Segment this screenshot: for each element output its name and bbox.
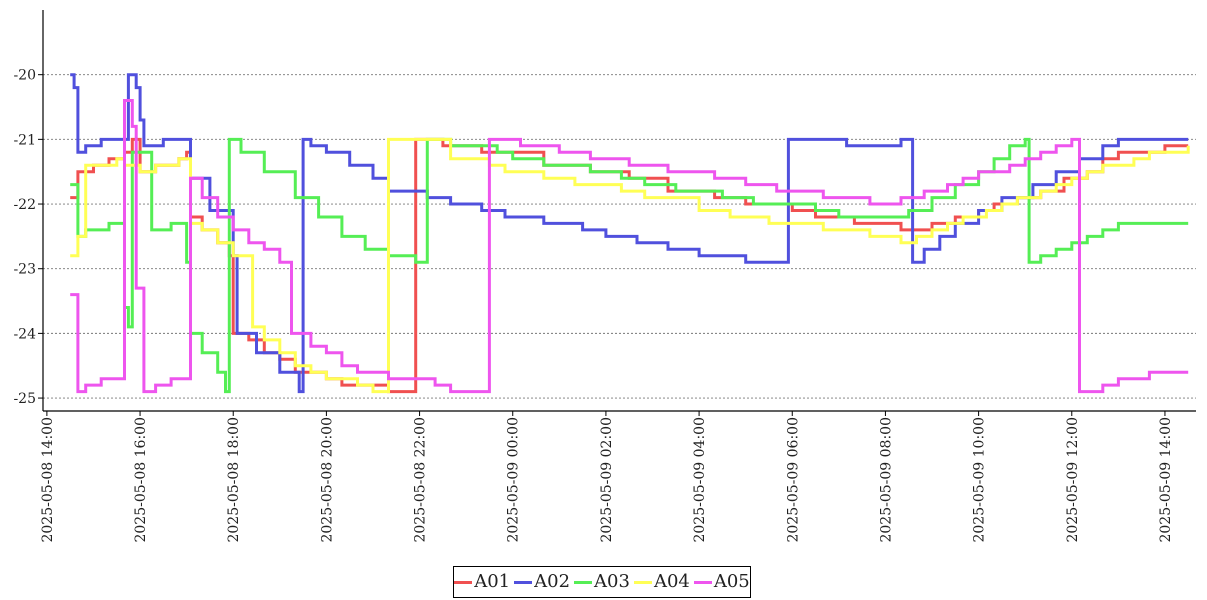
y-tick-label: -25 <box>13 391 36 407</box>
legend-swatch-a02 <box>514 580 533 584</box>
y-tick-labels: -20 -21 -22 -23 -24 -25 <box>13 68 43 407</box>
axes <box>42 10 1196 412</box>
x-tick-label: 2025-05-08 20:00 <box>319 417 335 543</box>
legend-swatch-a03 <box>574 580 593 584</box>
series-lines <box>70 73 1190 394</box>
y-tick-label: -20 <box>13 68 36 84</box>
legend-label-a02: A02 <box>534 571 571 592</box>
legend-item-a05: A05 <box>693 571 750 592</box>
x-tick-label: 2025-05-09 04:00 <box>692 417 708 543</box>
x-tick-label: 2025-05-08 14:00 <box>40 417 56 543</box>
x-tick-labels: 2025-05-08 14:00 2025-05-08 16:00 2025-05-… <box>40 411 1174 543</box>
y-tick-label: -21 <box>13 132 36 148</box>
series-line-a05 <box>70 99 1189 394</box>
legend-label-a01: A01 <box>474 571 511 592</box>
x-tick-label: 2025-05-09 00:00 <box>506 417 522 543</box>
legend: A01 A02 A03 A04 A05 <box>453 566 751 598</box>
x-tick-label: 2025-05-09 02:00 <box>599 417 615 543</box>
y-tick-label: -22 <box>13 197 36 213</box>
legend-swatch-a04 <box>633 580 652 584</box>
legend-label-a03: A03 <box>594 571 630 592</box>
x-tick-label: 2025-05-09 12:00 <box>1065 417 1081 543</box>
x-tick-label: 2025-05-09 10:00 <box>972 417 988 543</box>
y-tick-label: -23 <box>13 262 36 278</box>
x-tick-label: 2025-05-08 18:00 <box>226 417 242 543</box>
legend-label-a05: A05 <box>713 571 750 592</box>
y-tick-label: -24 <box>13 326 36 342</box>
x-tick-label: 2025-05-08 22:00 <box>413 417 429 543</box>
legend-item-a01: A01 <box>454 573 510 591</box>
legend-item-a02: A02 <box>514 573 570 591</box>
legend-swatch-a05 <box>693 580 712 584</box>
legend-item-a04: A04 <box>633 571 690 592</box>
legend-item-a03: A03 <box>574 573 630 591</box>
x-tick-label: 2025-05-09 14:00 <box>1158 417 1174 543</box>
series-line-a03 <box>70 137 1189 394</box>
x-tick-label: 2025-05-09 08:00 <box>878 417 894 543</box>
x-tick-label: 2025-05-09 06:00 <box>785 417 801 543</box>
series-line-a02 <box>70 73 1189 394</box>
x-tick-label: 2025-05-08 16:00 <box>133 417 149 543</box>
legend-label-a04: A04 <box>653 571 690 592</box>
legend-swatch-a01 <box>454 580 473 584</box>
